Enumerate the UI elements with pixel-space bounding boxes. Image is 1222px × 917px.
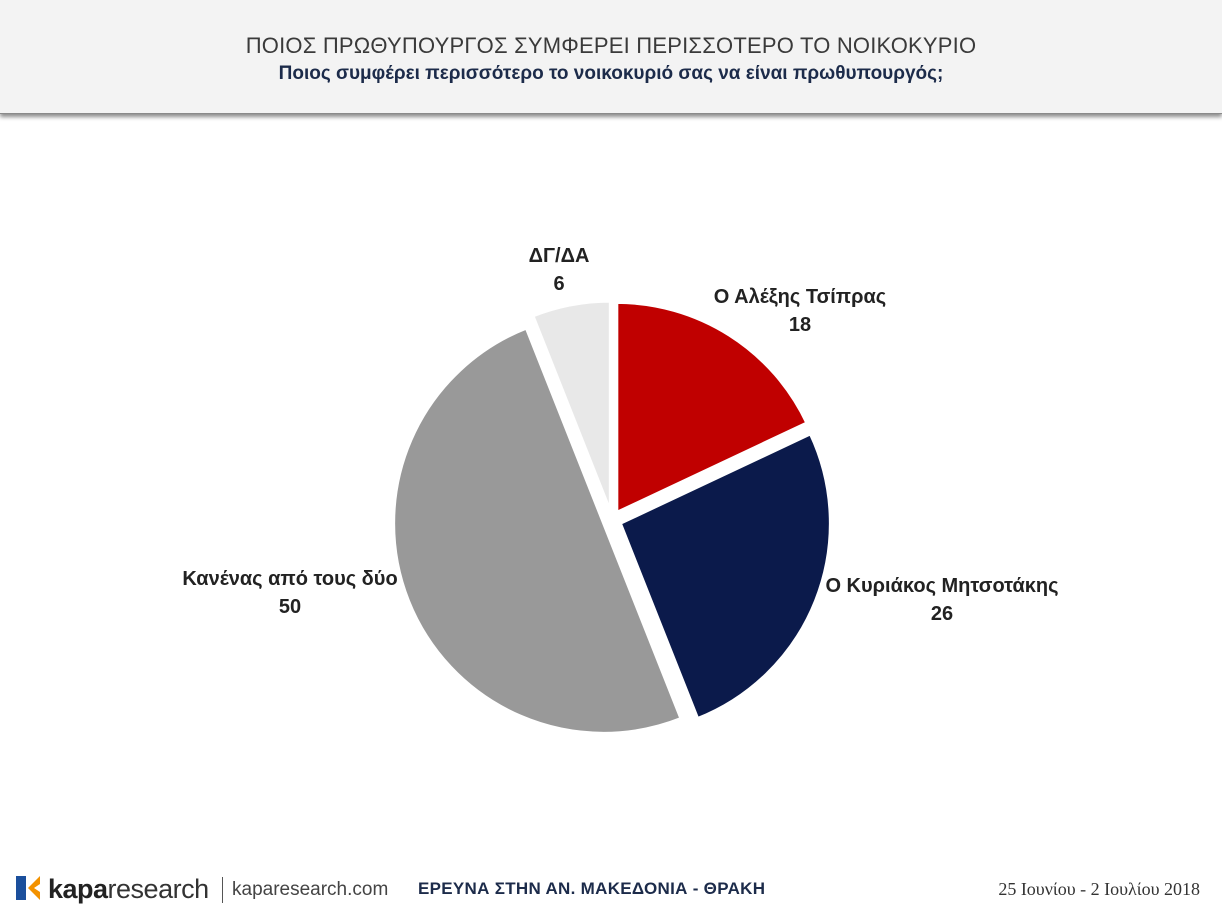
slice-value-label: 50: [279, 596, 301, 618]
logo-wordmark: kaparesearch: [48, 874, 209, 905]
page-title: ΠΟΙΟΣ ΠΡΩΘΥΠΟΥΡΓΟΣ ΣΥΜΦΕΡΕΙ ΠΕΡΙΣΣΟΤΕΡΟ …: [245, 33, 977, 58]
slice-value-label: 6: [553, 273, 564, 295]
survey-region: ΕΡΕΥΝΑ ΣΤΗΝ ΑΝ. ΜΑΚΕΔΟΝΙΑ - ΘΡΑΚΗ: [418, 879, 766, 898]
kapa-logo-icon: [16, 876, 40, 900]
footer-url: kaparesearch.com: [232, 879, 389, 900]
pie-slice: [392, 326, 683, 735]
slice-label: ΔΓ/ΔΑ: [529, 245, 590, 267]
logo-brand-rest: research: [107, 874, 210, 904]
pie-slice: [618, 431, 832, 721]
pie-slice: [531, 299, 612, 512]
slice-value-label: 18: [789, 314, 811, 336]
slice-value-label: 26: [931, 603, 953, 625]
survey-date: 25 Ιουνίου - 2 Ιουλίου 2018: [998, 879, 1200, 899]
page-subtitle: Ποιος συμφέρει περισσότερο το νοικοκυριό…: [278, 63, 944, 84]
logo-brand-bold: kapa: [48, 874, 108, 904]
logo-divider: [222, 877, 223, 903]
slice-label: Ο Κυριάκος Μητσοτάκης: [825, 575, 1058, 597]
kapa-research-logo: kaparesearch kaparesearch.com: [12, 872, 392, 908]
slice-label: Ο Αλέξης Τσίπρας: [714, 286, 886, 308]
pie-slice: [615, 300, 809, 515]
header-bar: ΠΟΙΟΣ ΠΡΩΘΥΠΟΥΡΓΟΣ ΣΥΜΦΕΡΕΙ ΠΕΡΙΣΣΟΤΕΡΟ …: [0, 0, 1222, 114]
slice-label: Κανένας από τους δύο: [182, 568, 397, 590]
